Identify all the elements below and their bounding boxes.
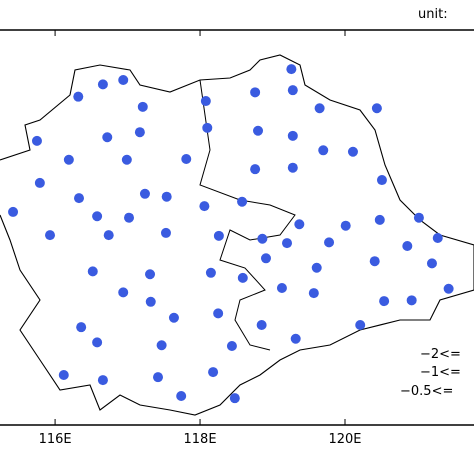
station-dot xyxy=(369,256,380,267)
station-dot xyxy=(168,312,179,323)
station-dot xyxy=(256,319,267,330)
station-dot xyxy=(376,175,387,186)
station-dot xyxy=(250,87,261,98)
legend-label: −2<= xyxy=(420,347,461,362)
station-dot xyxy=(74,193,84,204)
station-dot xyxy=(137,101,148,112)
unit-label: unit: xyxy=(418,7,448,22)
station-dot xyxy=(34,177,45,188)
station-dot xyxy=(161,191,172,202)
station-dot xyxy=(102,132,113,143)
station-dot xyxy=(92,337,103,348)
station-dot xyxy=(250,164,261,175)
station-dot xyxy=(318,145,329,156)
station-dot xyxy=(308,288,319,299)
x-tick-label: 116E xyxy=(39,432,72,447)
station-dot xyxy=(45,230,56,241)
station-dot xyxy=(426,258,437,269)
station-dot xyxy=(237,272,248,283)
station-dot xyxy=(287,162,298,173)
province-boundary xyxy=(199,79,296,351)
station-dot xyxy=(402,240,413,251)
station-dot xyxy=(87,266,98,277)
station-dot xyxy=(213,308,224,319)
station-dot xyxy=(260,253,271,264)
region-outline xyxy=(0,54,474,416)
station-dot xyxy=(181,154,192,165)
station-dot xyxy=(213,230,224,241)
station-dot xyxy=(286,64,297,75)
station-dot xyxy=(413,212,424,223)
station-dot xyxy=(226,341,237,351)
station-dot xyxy=(153,372,163,383)
station-dot xyxy=(406,295,417,306)
station-dot xyxy=(287,130,298,141)
station-dot xyxy=(160,227,171,238)
station-dot xyxy=(294,219,305,230)
station-dot xyxy=(347,146,358,157)
station-dot xyxy=(145,269,156,280)
station-dot xyxy=(443,283,454,294)
station-dot xyxy=(73,91,84,102)
station-dot xyxy=(205,267,216,278)
station-dot xyxy=(311,262,322,273)
legend-label: −0.5<= xyxy=(400,384,453,399)
station-dot xyxy=(118,287,129,298)
station-dot xyxy=(374,214,385,225)
station-dot xyxy=(290,333,301,344)
station-dot xyxy=(176,391,187,402)
x-tick-label: 120E xyxy=(328,432,361,447)
station-dot xyxy=(145,296,156,307)
station-dot xyxy=(199,201,210,212)
station-dot xyxy=(355,319,366,330)
station-dot xyxy=(287,85,298,96)
station-dot xyxy=(76,322,87,333)
station-dot xyxy=(208,367,219,378)
station-dot xyxy=(58,369,69,380)
station-dot xyxy=(253,125,264,136)
station-dot xyxy=(340,220,351,231)
station-dot xyxy=(314,103,325,114)
station-dot xyxy=(139,188,150,199)
station-dot xyxy=(103,230,114,241)
map-frame xyxy=(0,29,474,426)
station-dot xyxy=(432,233,443,244)
station-dot xyxy=(124,212,135,223)
station-dot xyxy=(237,196,248,207)
station-dot xyxy=(31,135,42,146)
station-dot xyxy=(202,122,213,133)
station-dot xyxy=(156,340,167,351)
station-dot xyxy=(257,233,268,244)
station-dot xyxy=(371,103,382,114)
station-dot xyxy=(200,96,211,107)
station-dot xyxy=(118,75,129,86)
station-dot xyxy=(379,296,390,307)
station-dot xyxy=(97,375,108,386)
station-dot xyxy=(134,127,145,138)
station-dot xyxy=(276,283,287,294)
station-dot xyxy=(282,238,293,249)
station-dot xyxy=(63,154,74,165)
station-dot xyxy=(92,211,103,222)
x-tick-label: 118E xyxy=(184,432,217,447)
station-dot xyxy=(8,206,19,217)
station-dot xyxy=(229,393,240,404)
station-dot xyxy=(324,237,335,248)
station-dot xyxy=(121,154,132,165)
station-dot xyxy=(97,79,108,90)
legend-label: −1<= xyxy=(420,365,461,380)
